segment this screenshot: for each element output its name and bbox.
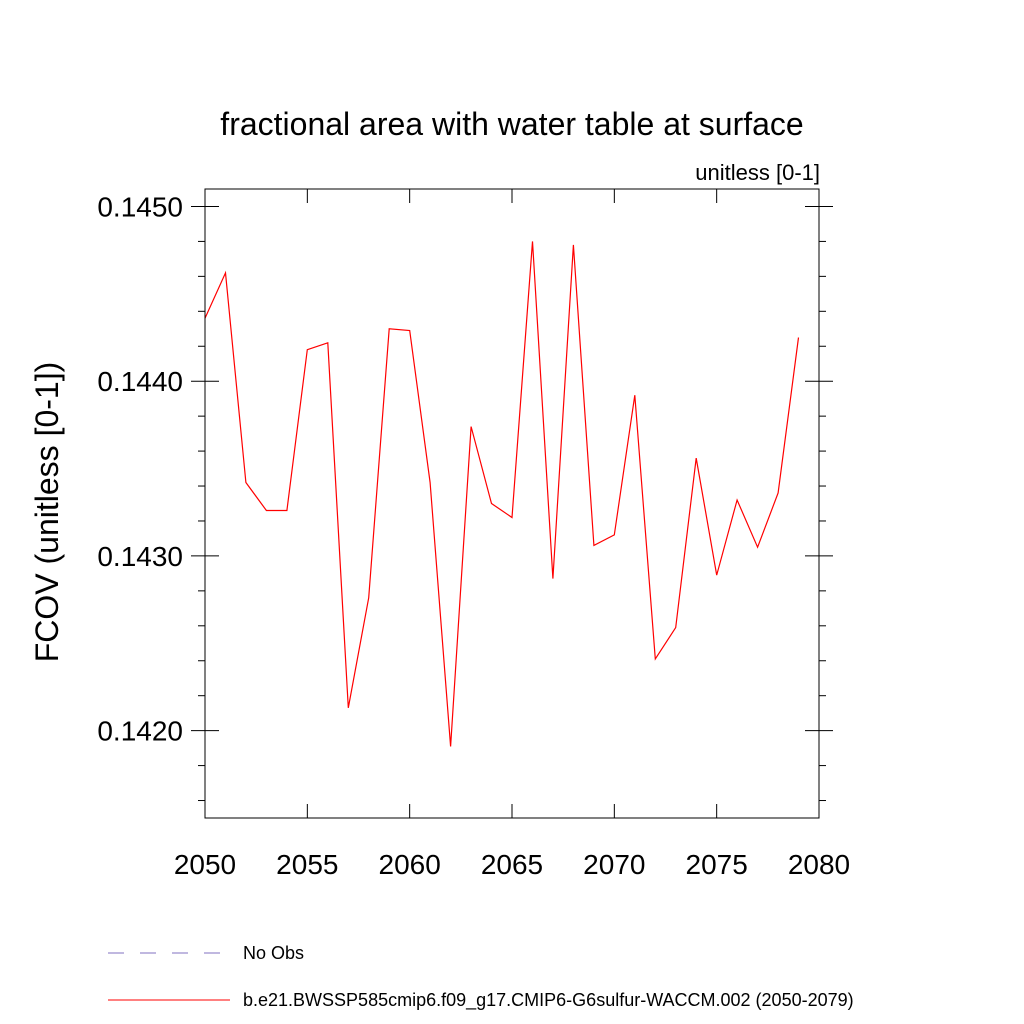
- legend-label-no-obs: No Obs: [243, 943, 304, 963]
- y-tick-labels: 0.1420 0.1430 0.1440 0.1450: [97, 191, 183, 746]
- x-tick-label: 2050: [174, 849, 236, 880]
- plot-frame: [204, 188, 820, 819]
- y-tick-label: 0.1420: [97, 716, 183, 747]
- x-tick-label: 2075: [686, 849, 748, 880]
- series-line: [204, 241, 800, 747]
- legend: No Obs b.e21.BWSSP585cmip6.f09_g17.CMIP6…: [108, 943, 854, 1011]
- x-tick-label: 2055: [276, 849, 338, 880]
- x-tick-label: 2080: [788, 849, 850, 880]
- legend-label-model-run: b.e21.BWSSP585cmip6.f09_g17.CMIP6-G6sulf…: [243, 990, 854, 1011]
- y-tick-label: 0.1440: [97, 366, 183, 397]
- x-tick-label: 2070: [583, 849, 645, 880]
- y-tick-label: 0.1450: [97, 191, 183, 222]
- chart-subtitle: unitless [0-1]: [695, 160, 820, 185]
- x-tick-label: 2065: [481, 849, 543, 880]
- x-tick-labels: 2050 2055 2060 2065 2070 2075 2080: [174, 849, 850, 880]
- chart-title: fractional area with water table at surf…: [220, 106, 803, 142]
- y-tick-label: 0.1430: [97, 541, 183, 572]
- series-layer: [204, 241, 800, 747]
- x-tick-label: 2060: [379, 849, 441, 880]
- y-axis-label: FCOV (unitless [0-1]): [29, 362, 65, 663]
